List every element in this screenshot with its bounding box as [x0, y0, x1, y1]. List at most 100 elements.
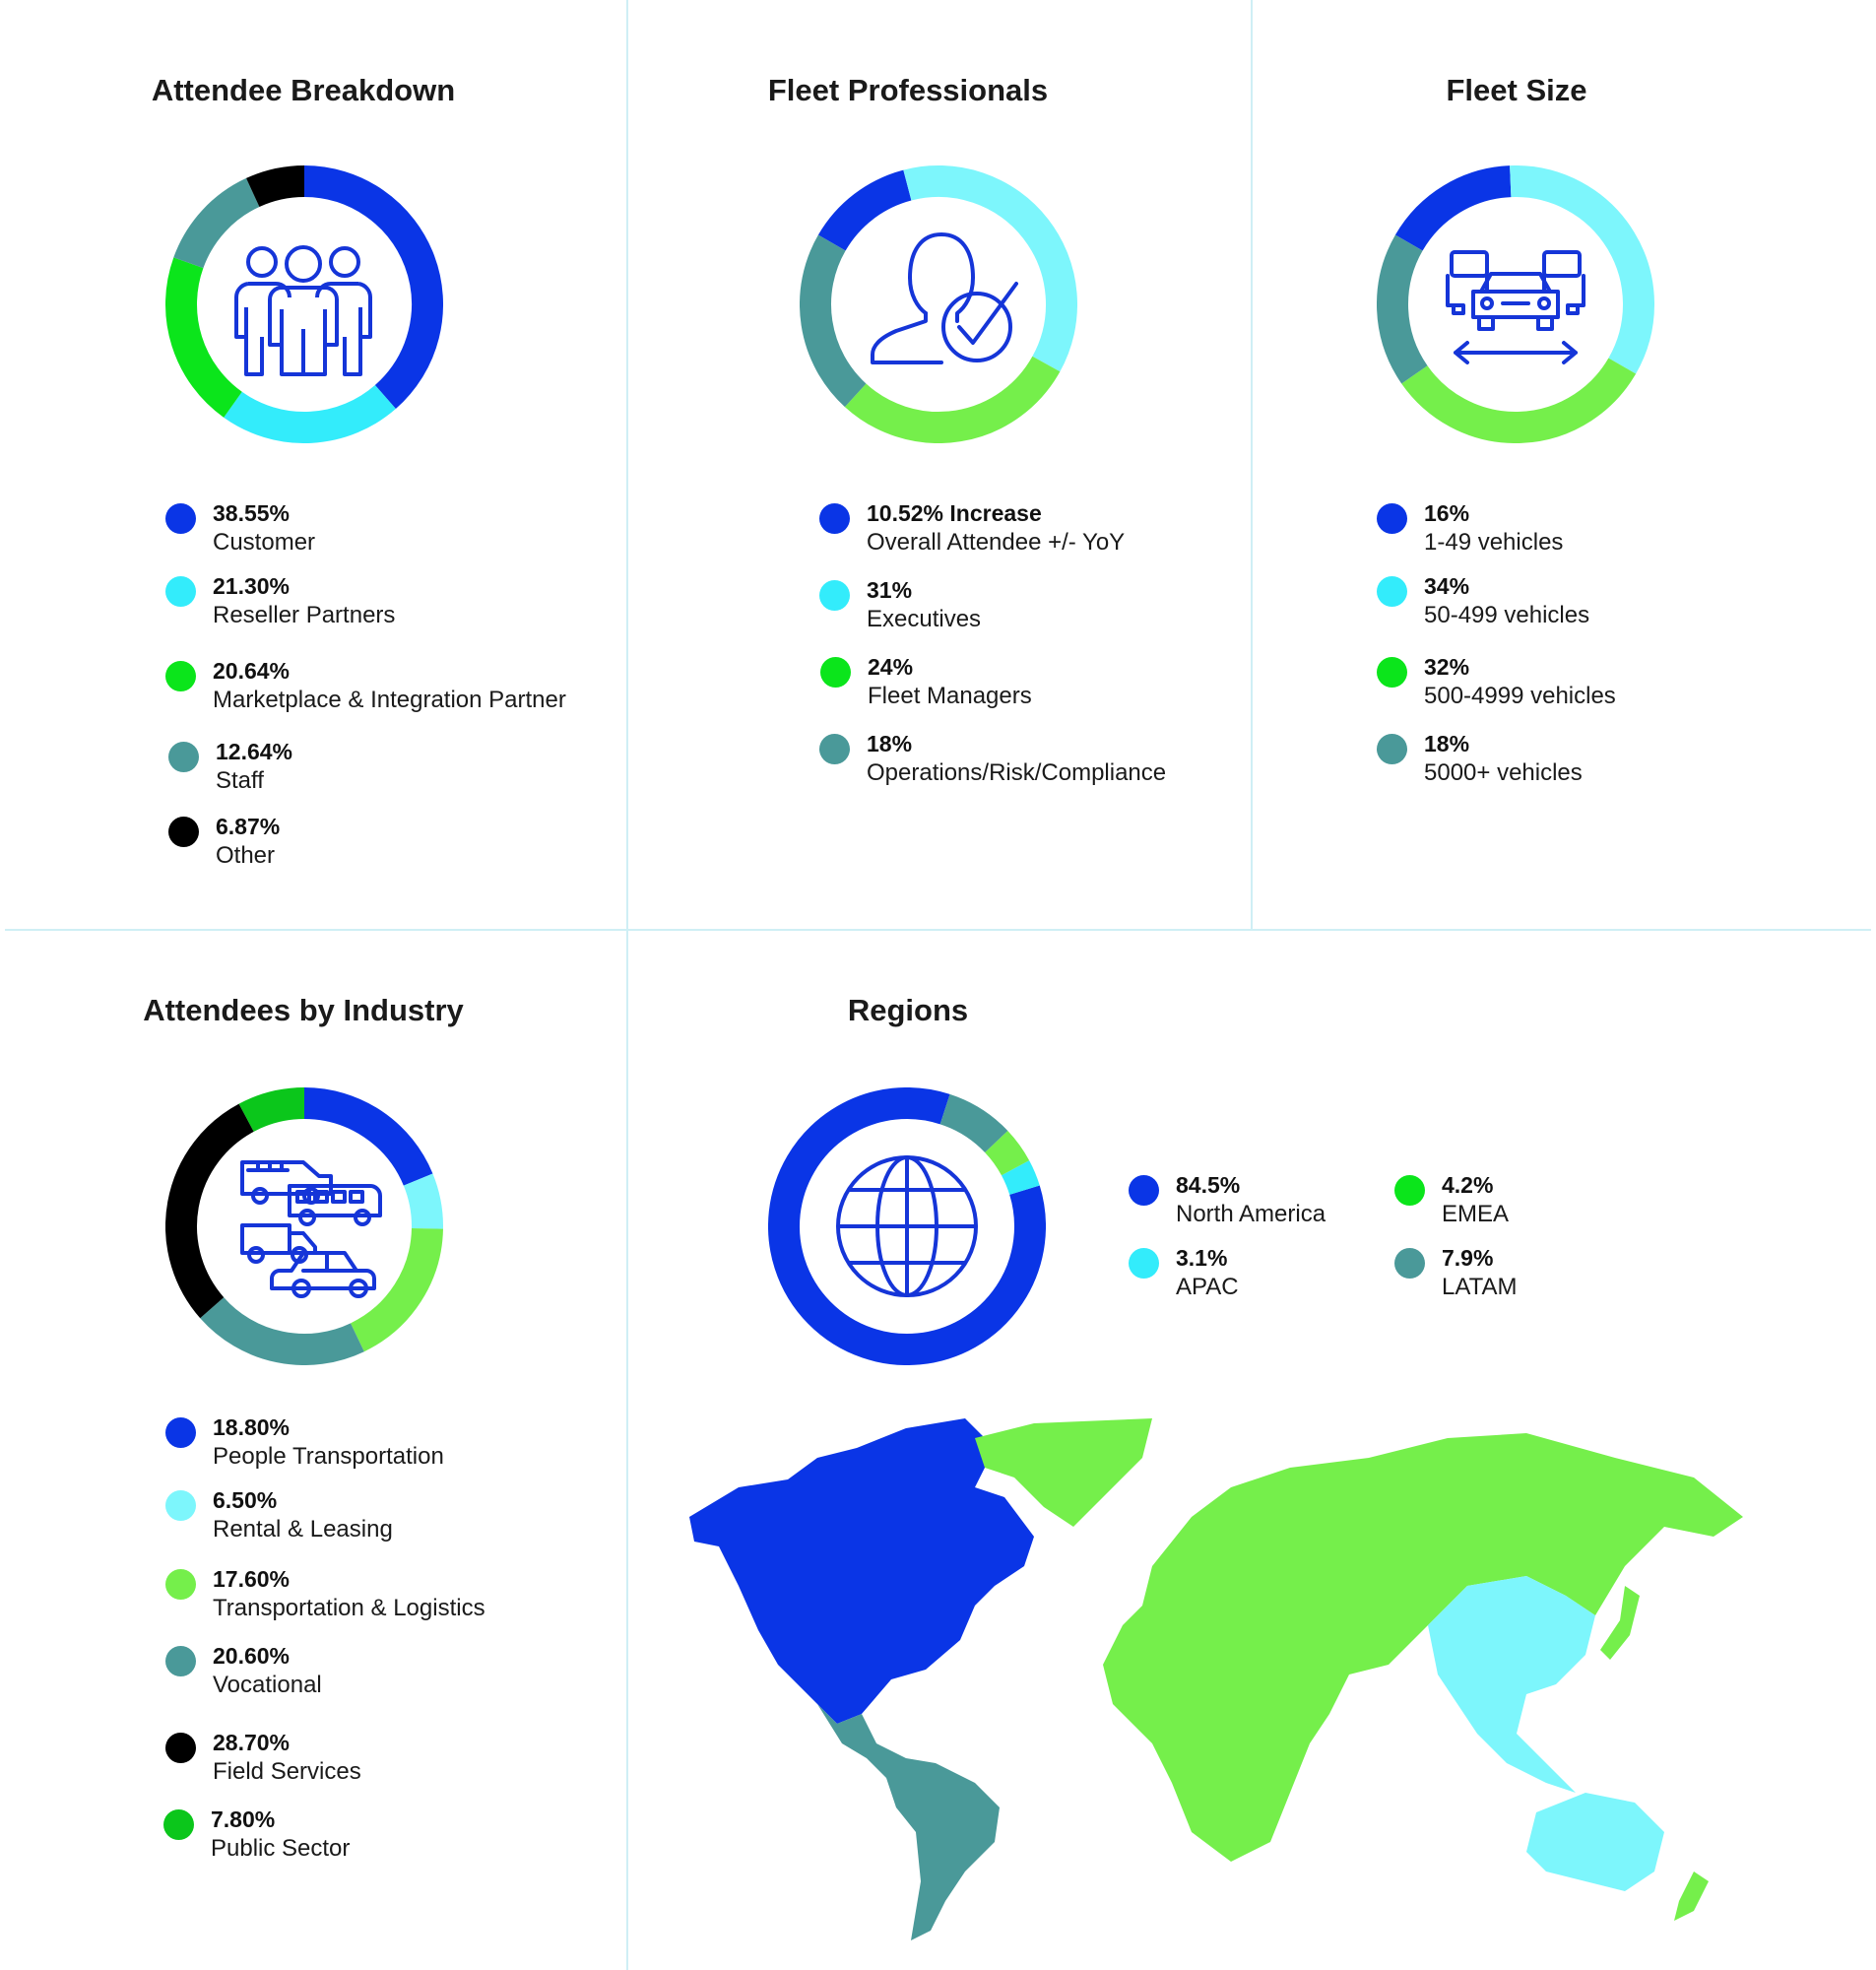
legend-swatch	[1377, 576, 1407, 607]
legend-label: Vocational	[213, 1672, 322, 1698]
legend-swatch	[819, 503, 850, 534]
legend-swatch	[819, 734, 850, 764]
donut-regions	[768, 1087, 1046, 1365]
legend-swatch	[165, 1646, 196, 1676]
donut-slice-5	[238, 1087, 305, 1133]
legend-label: North America	[1176, 1201, 1326, 1227]
donut-slice-2	[350, 1227, 443, 1352]
divider-horizontal	[5, 929, 1871, 931]
legend-label: Customer	[213, 529, 316, 556]
legend-label: Transportation & Logistics	[213, 1595, 485, 1621]
donut-slice-3	[939, 1093, 1008, 1153]
legend-value: 84.5%	[1176, 1172, 1241, 1198]
legend-value: 12.64%	[216, 739, 293, 764]
chart-title-attendees-by-industry: Attendees by Industry	[143, 993, 464, 1027]
legend-swatch	[168, 817, 199, 847]
legend-label: Operations/Risk/Compliance	[867, 759, 1167, 786]
legend-swatch	[165, 1417, 196, 1448]
legend-label: Field Services	[213, 1758, 361, 1785]
map-region-latam	[817, 1704, 1000, 1940]
chart-title-fleet-size: Fleet Size	[1446, 73, 1587, 107]
legend-value: 10.52% Increase	[867, 500, 1042, 526]
donut-slice-0	[303, 165, 443, 410]
vehicles-icon	[240, 1160, 382, 1298]
legend-swatch	[165, 661, 196, 691]
legend-label: People Transportation	[213, 1443, 444, 1470]
legend-swatch	[168, 742, 199, 772]
donut-slice-2	[984, 1130, 1030, 1176]
legend-swatch	[165, 1569, 196, 1600]
legend-label: Fleet Managers	[868, 683, 1032, 709]
legend-label: EMEA	[1442, 1201, 1510, 1227]
map-region-japan	[1600, 1586, 1640, 1660]
map-region-new-zealand	[1674, 1872, 1709, 1921]
legend-value: 4.2%	[1442, 1172, 1494, 1198]
legend-value: 3.1%	[1176, 1245, 1228, 1271]
legend-swatch	[165, 1490, 196, 1521]
donut-slice-0	[768, 1087, 1046, 1365]
map-region-apac	[1428, 1576, 1595, 1793]
donut-fleet-size	[1377, 165, 1654, 443]
legend-value: 28.70%	[213, 1730, 291, 1755]
donut-slice-1	[1510, 165, 1654, 374]
donut-slice-4	[246, 165, 305, 208]
legend-value: 7.80%	[211, 1806, 276, 1832]
chart-title-regions: Regions	[847, 993, 969, 1027]
legend-label: Executives	[867, 606, 982, 632]
legend-swatch	[1129, 1248, 1159, 1279]
legend-label: 500-4999 vehicles	[1424, 683, 1616, 709]
legend-value: 6.50%	[213, 1487, 278, 1513]
divider-vertical-1	[626, 0, 628, 1970]
legend-value: 32%	[1424, 654, 1470, 680]
legend-swatch	[1377, 734, 1407, 764]
legend-swatch	[1377, 503, 1407, 534]
globe-icon	[836, 1155, 978, 1297]
legend-label: APAC	[1176, 1274, 1239, 1300]
legend-label: Rental & Leasing	[213, 1516, 393, 1543]
world-map	[689, 1418, 1743, 1940]
divider-vertical-2	[1251, 0, 1253, 931]
legend-label: 1-49 vehicles	[1424, 529, 1564, 556]
donut-slice-3	[200, 1296, 364, 1365]
legend-value: 6.87%	[216, 814, 281, 839]
legend-label: Overall Attendee +/- YoY	[867, 529, 1126, 556]
legend-swatch	[165, 576, 196, 607]
legend-swatch	[163, 1809, 194, 1840]
legend-value: 17.60%	[213, 1566, 291, 1592]
legend-label: 50-499 vehicles	[1424, 602, 1590, 628]
donut-slice-0	[303, 1087, 433, 1187]
legend-value: 20.64%	[213, 658, 291, 684]
donut-slice-0	[1394, 165, 1512, 251]
chart-title-fleet-professionals: Fleet Professionals	[767, 73, 1049, 107]
legend-value: 38.55%	[213, 500, 291, 526]
legend-value: 18.80%	[213, 1414, 291, 1440]
donut-attendees-by-industry	[165, 1087, 443, 1365]
legend-label: 5000+ vehicles	[1424, 759, 1583, 786]
legend-swatch	[1377, 657, 1407, 688]
chart-title-attendee-breakdown: Attendee Breakdown	[151, 73, 456, 107]
legend-label: Public Sector	[211, 1835, 351, 1862]
donut-slice-2	[844, 356, 1061, 443]
legend-value: 18%	[1424, 731, 1470, 756]
legend-label: Other	[216, 842, 276, 869]
donut-slice-4	[165, 1103, 255, 1319]
donut-slice-0	[817, 169, 912, 251]
donut-slice-2	[165, 257, 243, 418]
legend-swatch	[820, 657, 851, 688]
legend-swatch	[1394, 1175, 1425, 1206]
donut-slice-3	[800, 234, 867, 408]
legend-swatch	[819, 580, 850, 611]
legend-value: 24%	[868, 654, 914, 680]
donut-slice-1	[1001, 1160, 1040, 1196]
donut-slice-1	[224, 384, 396, 443]
legend-label: Marketplace & Integration Partner	[213, 687, 566, 713]
legend-value: 7.9%	[1442, 1245, 1494, 1271]
legend-swatch	[165, 503, 196, 534]
legend-label: Staff	[216, 767, 264, 794]
donut-slice-1	[903, 165, 1077, 372]
legend-swatch	[1129, 1175, 1159, 1206]
legend-value: 18%	[867, 731, 913, 756]
map-region-greenland	[975, 1418, 1152, 1527]
user-check-icon	[871, 232, 1018, 364]
legend-value: 16%	[1424, 500, 1470, 526]
